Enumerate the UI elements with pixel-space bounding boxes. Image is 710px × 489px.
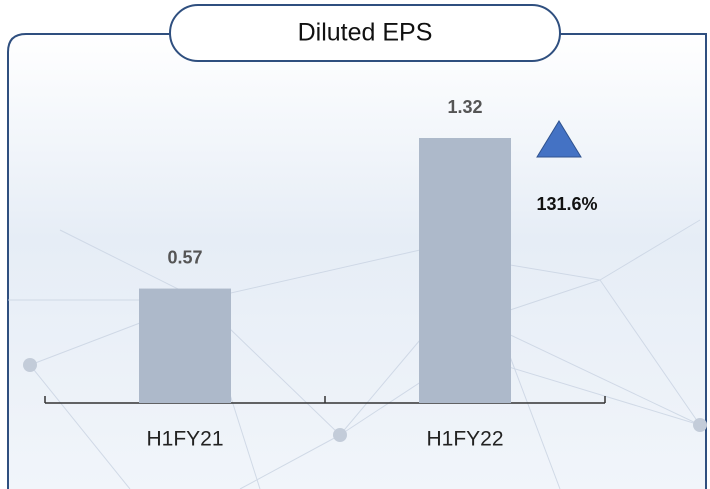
network-nodes (23, 358, 707, 442)
data-label: 0.57 (167, 247, 202, 267)
increase-arrow (536, 120, 582, 158)
chart-title: Diluted EPS (298, 19, 433, 47)
bar (419, 138, 511, 403)
growth-annotation: 131.6% (536, 194, 597, 214)
x-tick-label: H1FY21 (146, 428, 223, 451)
x-tick-label: H1FY22 (426, 428, 503, 451)
bar (139, 288, 231, 403)
title-pill (169, 4, 561, 62)
data-label: 1.32 (447, 97, 482, 117)
panel (7, 33, 707, 489)
